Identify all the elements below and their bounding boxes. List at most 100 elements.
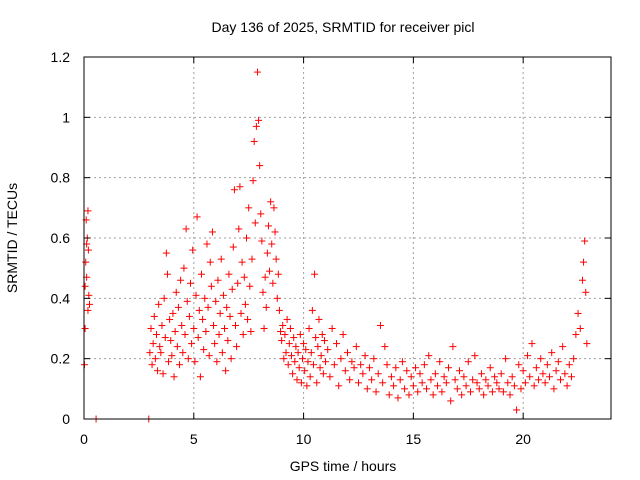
data-point: [230, 186, 238, 194]
data-point: [368, 376, 376, 384]
data-point: [169, 309, 177, 317]
data-point: [515, 361, 523, 369]
data-point: [269, 279, 277, 287]
data-point: [425, 352, 433, 360]
data-point: [188, 340, 196, 348]
data-point: [165, 358, 173, 366]
data-point: [491, 373, 499, 381]
data-point: [204, 303, 212, 311]
axis-ticks: 0 0.2 0.4 0.6 0.8 1 1.2 0 5 10 15 20: [51, 49, 611, 447]
data-point: [580, 258, 588, 266]
data-point: [206, 258, 214, 266]
data-point: [296, 331, 304, 339]
data-point: [521, 379, 529, 387]
data-point: [288, 352, 296, 360]
data-point: [453, 385, 461, 393]
data-point: [236, 183, 244, 191]
data-point: [147, 325, 155, 332]
y-tick-label: 0.6: [51, 230, 71, 246]
data-point: [289, 370, 297, 378]
data-point: [247, 328, 255, 336]
data-point: [275, 306, 283, 314]
data-point: [508, 373, 516, 381]
x-tick-label: 15: [406, 431, 422, 447]
data-point: [484, 382, 492, 390]
data-point: [495, 385, 503, 393]
data-point: [475, 385, 483, 393]
data-point: [267, 198, 275, 206]
data-point: [302, 346, 310, 354]
data-point: [298, 355, 306, 363]
data-point: [82, 258, 90, 266]
data-point: [460, 373, 468, 381]
data-point: [396, 376, 404, 384]
data-point: [471, 352, 479, 360]
data-point: [486, 364, 494, 372]
data-point: [431, 370, 439, 378]
data-point: [354, 379, 362, 387]
data-point: [530, 382, 538, 390]
data-point: [341, 367, 349, 375]
data-point: [582, 288, 590, 296]
data-point: [473, 379, 481, 387]
data-point: [554, 358, 562, 366]
data-point: [186, 279, 194, 287]
data-point: [248, 255, 256, 263]
data-point: [316, 364, 324, 372]
data-point: [306, 373, 314, 381]
data-point: [414, 388, 422, 396]
data-point: [455, 367, 463, 375]
data-point: [308, 306, 316, 314]
data-point: [563, 382, 571, 390]
data-point: [434, 382, 442, 390]
data-point: [405, 391, 413, 399]
data-point: [401, 385, 409, 393]
data-point: [556, 376, 564, 384]
data-point: [239, 331, 247, 339]
data-point: [552, 367, 560, 375]
data-point: [307, 349, 315, 357]
data-point: [280, 355, 288, 363]
data-point: [213, 358, 221, 366]
data-point: [197, 270, 205, 278]
data-point: [548, 349, 556, 357]
data-point: [583, 340, 591, 348]
data-point: [283, 315, 291, 323]
data-point: [218, 349, 226, 357]
data-point: [294, 349, 302, 357]
data-point: [295, 364, 303, 372]
data-point: [578, 276, 586, 284]
data-point: [193, 213, 201, 221]
data-point: [543, 361, 551, 369]
data-point: [223, 303, 231, 311]
data-point: [255, 116, 263, 124]
data-point: [292, 343, 300, 351]
data-point: [264, 222, 272, 230]
data-point: [469, 376, 477, 384]
data-point: [528, 340, 536, 348]
data-point: [172, 288, 180, 296]
data-point: [258, 237, 266, 245]
data-point: [286, 325, 294, 332]
y-tick-label: 0.8: [51, 170, 71, 186]
data-point: [194, 334, 202, 342]
data-point: [211, 340, 219, 348]
data-point: [458, 391, 466, 399]
data-point: [178, 321, 186, 329]
data-point: [215, 331, 223, 339]
data-point: [363, 385, 371, 393]
data-point: [281, 331, 289, 339]
data-point: [412, 364, 420, 372]
data-point: [84, 246, 92, 254]
data-point: [235, 225, 243, 233]
data-point: [539, 370, 547, 378]
data-point: [526, 373, 534, 381]
data-point: [148, 361, 156, 369]
data-point: [282, 349, 290, 357]
data-point: [333, 340, 341, 348]
y-tick-label: 0: [62, 411, 70, 427]
data-point: [252, 122, 260, 130]
y-tick-label: 1.2: [51, 49, 71, 65]
data-point: [219, 291, 227, 299]
